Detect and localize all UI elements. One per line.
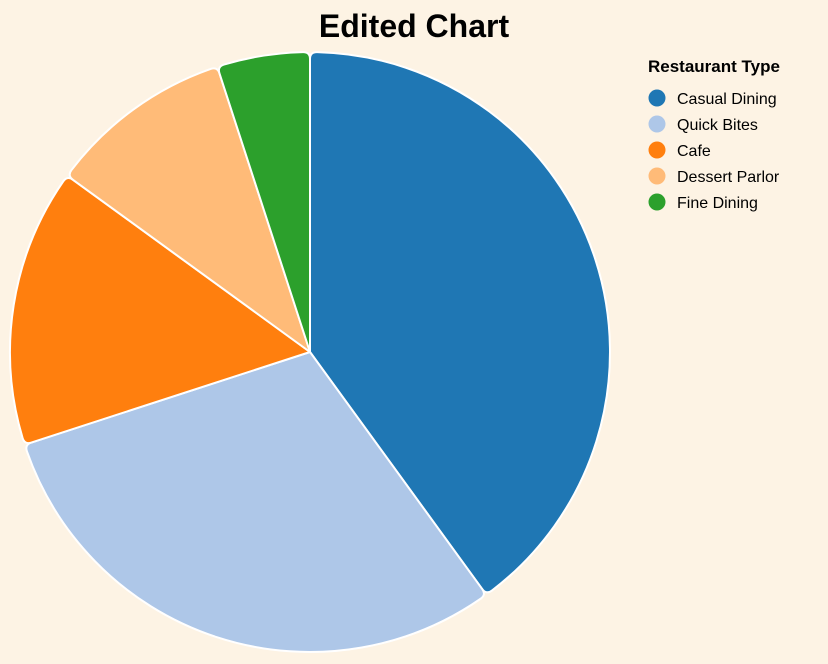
legend-items: Casual Dining Quick Bites Cafe Dessert Parl… — [648, 89, 780, 213]
pie-slice-dessert-parlor[interactable] — [68, 67, 311, 353]
pie-slices — [9, 51, 611, 653]
legend-item-casual-dining[interactable]: Casual Dining — [648, 89, 777, 109]
pie-slice-quick-bites[interactable] — [25, 351, 485, 653]
pie-slice-casual-dining[interactable] — [309, 51, 611, 594]
legend-item-cafe[interactable]: Cafe — [648, 141, 711, 161]
legend-swatch-fine-dining — [648, 193, 666, 211]
pie-slice-fine-dining[interactable] — [217, 51, 311, 353]
legend-swatch-cafe — [648, 141, 666, 159]
legend-label-quick-bites: Quick Bites — [677, 117, 758, 134]
legend-label-cafe: Cafe — [677, 143, 711, 160]
legend-swatch-quick-bites — [648, 115, 666, 133]
chart-title: Edited Chart — [319, 8, 510, 44]
legend-label-casual-dining: Casual Dining — [677, 91, 777, 108]
legend-title: Restaurant Type — [648, 57, 780, 76]
legend-label-dessert-parlor: Dessert Parlor — [677, 169, 780, 186]
pie-slice-cafe[interactable] — [9, 177, 311, 445]
legend-item-dessert-parlor[interactable]: Dessert Parlor — [648, 167, 780, 187]
legend: Restaurant Type Casual Dining Quick Bites… — [648, 57, 780, 212]
legend-swatch-dessert-parlor — [648, 167, 666, 185]
legend-item-quick-bites[interactable]: Quick Bites — [648, 115, 758, 135]
legend-item-fine-dining[interactable]: Fine Dining — [648, 193, 758, 213]
legend-label-fine-dining: Fine Dining — [677, 195, 758, 212]
legend-swatch-casual-dining — [648, 89, 666, 107]
